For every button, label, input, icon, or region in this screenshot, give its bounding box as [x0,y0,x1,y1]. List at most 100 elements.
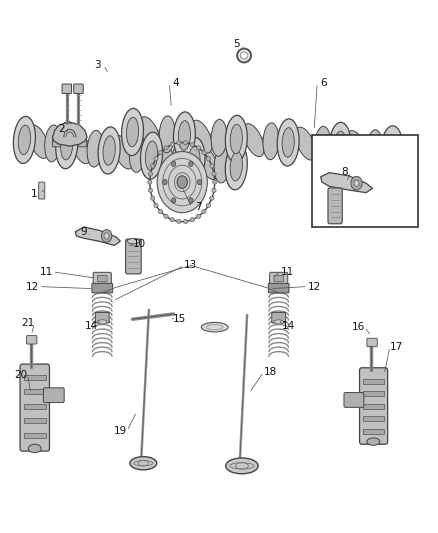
Ellipse shape [225,143,247,190]
Circle shape [189,161,193,166]
Ellipse shape [148,180,152,184]
Ellipse shape [127,117,138,147]
Ellipse shape [141,132,162,179]
Ellipse shape [159,151,162,155]
Ellipse shape [183,138,205,184]
Text: 7: 7 [195,203,201,213]
Ellipse shape [87,130,103,167]
FancyBboxPatch shape [78,140,87,147]
Bar [363,429,384,434]
Ellipse shape [155,141,176,174]
FancyBboxPatch shape [328,188,342,224]
Ellipse shape [206,203,211,207]
Ellipse shape [159,116,175,153]
Text: 16: 16 [352,322,365,332]
Ellipse shape [150,196,155,200]
Bar [312,135,418,227]
Ellipse shape [315,126,331,163]
Text: 12: 12 [25,281,39,292]
Ellipse shape [214,146,230,183]
Text: 21: 21 [21,318,35,328]
Ellipse shape [71,130,91,164]
Circle shape [351,176,362,190]
FancyBboxPatch shape [27,336,37,344]
Ellipse shape [148,188,153,192]
Ellipse shape [202,151,206,155]
Text: 2: 2 [58,124,64,134]
Text: 14: 14 [85,320,98,330]
Ellipse shape [172,141,188,177]
Text: 10: 10 [132,239,145,249]
Ellipse shape [113,135,133,169]
Text: 11: 11 [39,267,53,277]
Ellipse shape [196,214,201,219]
Ellipse shape [188,146,200,176]
Ellipse shape [45,125,60,162]
Ellipse shape [170,217,174,222]
FancyBboxPatch shape [93,272,111,285]
Ellipse shape [282,128,294,157]
Text: 9: 9 [81,227,88,237]
Text: 20: 20 [14,369,28,379]
Ellipse shape [191,120,212,153]
FancyBboxPatch shape [344,393,364,407]
Ellipse shape [170,142,174,147]
Ellipse shape [277,119,299,166]
Ellipse shape [226,458,258,474]
Circle shape [101,230,112,242]
Ellipse shape [334,131,346,160]
Ellipse shape [206,157,211,161]
Circle shape [198,180,202,185]
FancyBboxPatch shape [98,276,107,282]
Ellipse shape [367,130,382,167]
Ellipse shape [381,126,403,173]
Ellipse shape [329,122,351,169]
Ellipse shape [198,146,218,180]
Ellipse shape [60,131,73,160]
Circle shape [354,180,359,187]
Bar [363,416,384,421]
Ellipse shape [154,203,158,207]
Bar [24,389,46,394]
Ellipse shape [190,142,194,147]
Bar [363,379,384,384]
Ellipse shape [184,141,188,145]
Ellipse shape [159,209,162,214]
Ellipse shape [243,124,264,157]
Text: 19: 19 [114,426,127,436]
Text: 1: 1 [31,189,37,199]
Circle shape [157,151,207,213]
Circle shape [171,198,176,203]
FancyBboxPatch shape [43,388,64,402]
Ellipse shape [202,209,206,214]
FancyBboxPatch shape [92,284,113,293]
Ellipse shape [212,172,216,176]
Ellipse shape [211,119,227,156]
Ellipse shape [386,135,398,164]
Bar [24,375,46,380]
Ellipse shape [130,135,145,172]
Ellipse shape [226,115,247,163]
Text: 14: 14 [282,320,295,330]
Ellipse shape [103,136,115,165]
Ellipse shape [274,320,283,324]
Ellipse shape [177,141,181,145]
Text: 15: 15 [173,314,186,324]
Ellipse shape [98,320,107,324]
Ellipse shape [210,164,214,168]
Bar [363,404,384,409]
Ellipse shape [210,196,214,200]
Ellipse shape [28,444,41,453]
Circle shape [171,161,176,166]
FancyBboxPatch shape [367,338,377,346]
Circle shape [104,233,109,239]
FancyBboxPatch shape [360,368,388,444]
Ellipse shape [263,123,279,160]
FancyBboxPatch shape [74,84,83,93]
Text: 4: 4 [173,78,179,88]
Ellipse shape [196,146,201,150]
FancyBboxPatch shape [126,239,141,274]
Ellipse shape [177,220,181,223]
FancyBboxPatch shape [39,182,45,199]
FancyBboxPatch shape [62,84,71,93]
